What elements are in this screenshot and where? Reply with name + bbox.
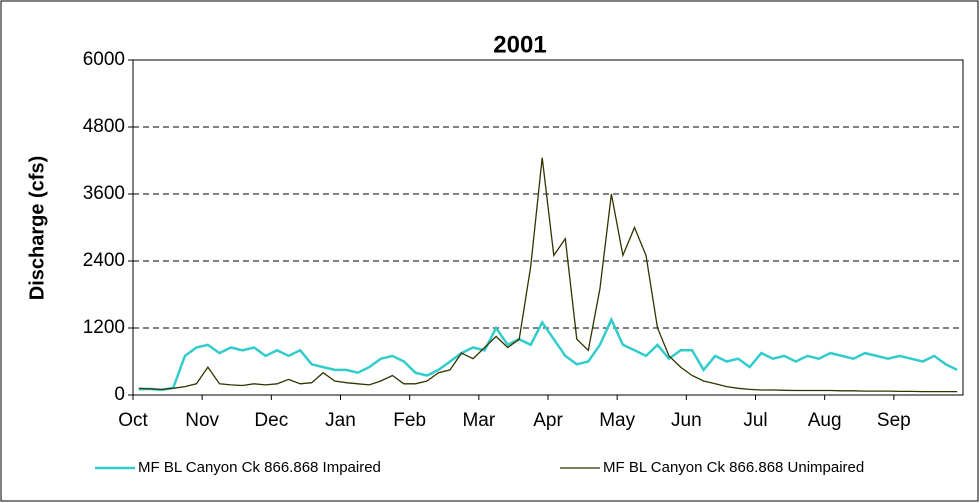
y-tick-label: 0 (114, 384, 125, 405)
series-line (138, 316, 958, 392)
y-axis-label: Discharge (cfs) (26, 156, 48, 301)
x-tick-label: Feb (393, 410, 426, 431)
x-tick-label: Jul (743, 410, 767, 431)
x-tick-label: Jan (325, 410, 356, 431)
series-line (138, 157, 958, 393)
x-tick-label: Nov (185, 410, 219, 431)
y-tick-label: 3600 (83, 183, 125, 204)
y-tick-label: 4800 (83, 116, 125, 137)
y-tick-label: 6000 (83, 49, 125, 70)
legend-label: MF BL Canyon Ck 866.868 Unimpaired (603, 459, 864, 476)
plot-area (132, 59, 964, 396)
x-tick-label: Jun (671, 410, 702, 431)
x-tick-label: Sep (877, 410, 911, 431)
y-tick-label: 1200 (83, 317, 125, 338)
legend-label: MF BL Canyon Ck 866.868 Impaired (138, 459, 381, 476)
x-tick-label: May (599, 410, 635, 431)
x-tick-label: Apr (533, 410, 563, 431)
x-tick-label: Aug (808, 410, 842, 431)
y-tick-label: 2400 (83, 250, 125, 271)
chart-title: 2001 (493, 31, 546, 58)
x-tick-label: Oct (118, 410, 148, 431)
x-tick-label: Dec (254, 410, 288, 431)
x-tick-label: Mar (462, 410, 495, 431)
